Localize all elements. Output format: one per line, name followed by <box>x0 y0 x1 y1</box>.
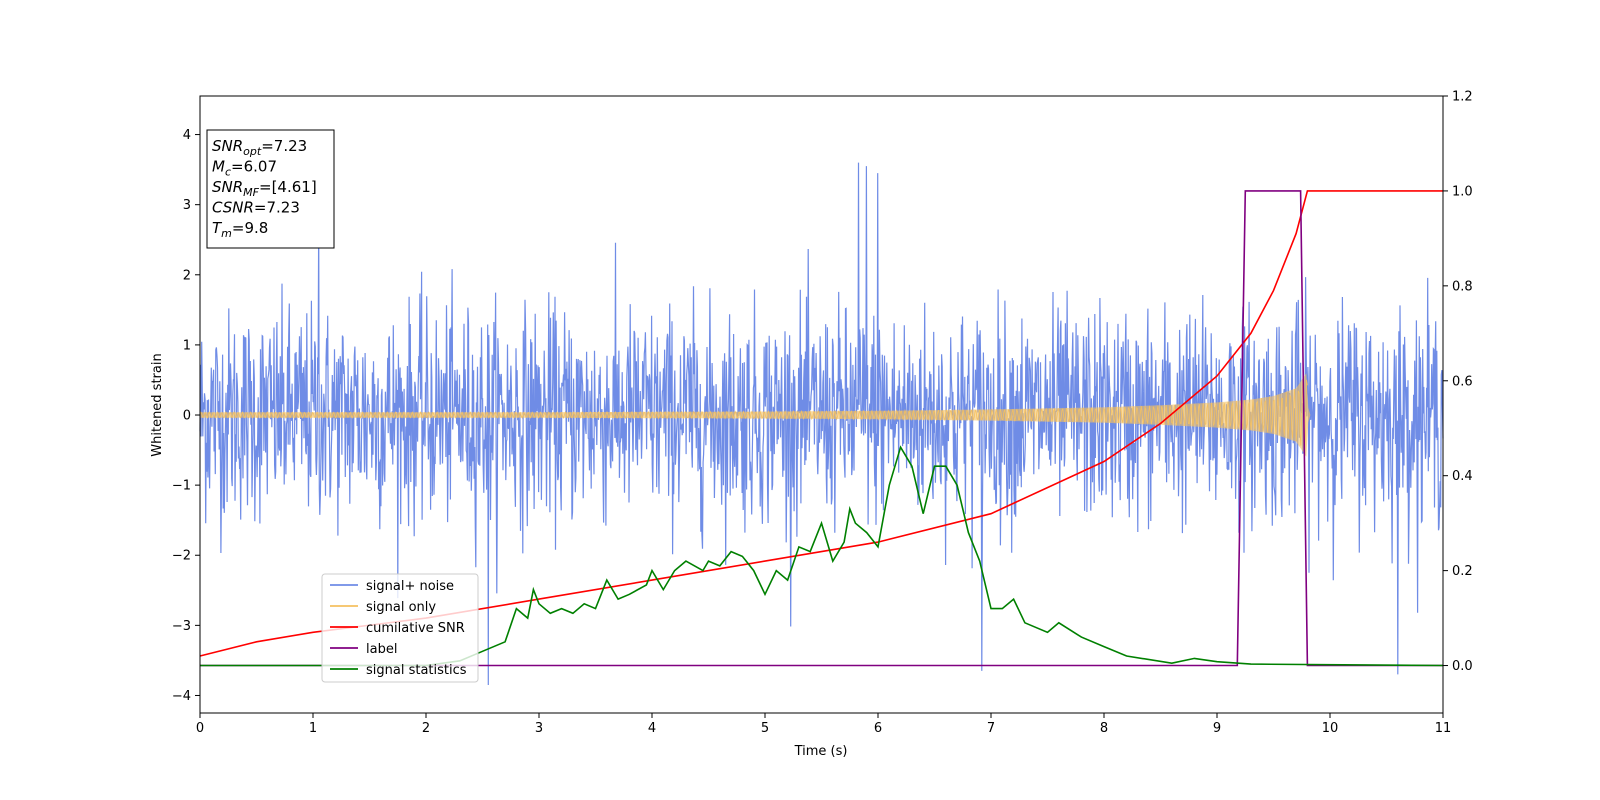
info-box-line: Mc=6.07 <box>212 158 277 179</box>
info-box-frame <box>206 129 335 249</box>
series-signal-statistics-line <box>200 445 1444 667</box>
series-signal-noise-line <box>199 162 1444 686</box>
legend-frame <box>321 573 479 683</box>
legend-label: signal+ noise <box>366 579 454 594</box>
axes-frame <box>199 95 1444 714</box>
y-right-tick-label: 0.0 <box>1452 659 1473 674</box>
info-box-line: SNRopt=7.23 <box>212 137 307 158</box>
y-left-tick-label: −3 <box>172 619 191 634</box>
x-tick-label: 6 <box>874 721 882 736</box>
legend-label: cumilative SNR <box>366 621 465 636</box>
y-right-tick-label: 0.4 <box>1452 469 1473 484</box>
y-left-tick-label: 4 <box>183 128 191 143</box>
y-right-tick-label: 0.6 <box>1452 374 1473 389</box>
y-left-tick-label: −2 <box>172 549 191 564</box>
y-right-tick-label: 1.2 <box>1452 90 1473 105</box>
info-box-line: SNRMF=[4.61] <box>212 178 317 199</box>
legend-label: label <box>366 642 397 657</box>
x-tick-label: 4 <box>648 721 656 736</box>
y-right-tick-label: 0.8 <box>1452 279 1473 294</box>
x-tick-label: 2 <box>422 721 430 736</box>
y-axis-left: −4 −3 −2 −1 0 1 2 3 4 <box>172 128 200 704</box>
legend-label: signal only <box>366 600 436 615</box>
y-right-tick-label: 0.2 <box>1452 564 1473 579</box>
info-box-line: CSNR=7.23 <box>212 199 300 217</box>
x-axis-label: Time (s) <box>794 744 848 759</box>
legend: signal+ noise signal only cumilative SNR la… <box>321 573 479 683</box>
x-tick-label: 7 <box>987 721 995 736</box>
y-left-tick-label: 1 <box>183 338 191 353</box>
x-tick-label: 10 <box>1322 721 1339 736</box>
x-tick-label: 5 <box>761 721 769 736</box>
x-tick-label: 8 <box>1100 721 1108 736</box>
y-axis-label: Whitened strain <box>150 353 165 456</box>
x-tick-label: 3 <box>535 721 543 736</box>
series-signal-only-line <box>199 378 1308 454</box>
y-left-tick-label: 2 <box>183 268 191 283</box>
legend-label: signal statistics <box>366 663 467 678</box>
x-tick-label: 1 <box>309 721 317 736</box>
y-axis-right: 0.0 0.2 0.4 0.6 0.8 1.0 1.2 <box>1443 90 1473 674</box>
series-label-line <box>200 190 1443 667</box>
x-tick-label: 0 <box>196 721 204 736</box>
y-left-tick-label: −4 <box>172 689 191 704</box>
y-left-tick-label: 0 <box>183 409 191 424</box>
x-tick-label: 9 <box>1213 721 1221 736</box>
y-left-tick-label: 3 <box>183 198 191 213</box>
y-right-tick-label: 1.0 <box>1452 184 1473 199</box>
y-left-tick-label: −1 <box>172 479 191 494</box>
info-box-line: Tm=9.8 <box>212 219 268 240</box>
x-axis: 0 1 2 3 4 5 6 7 8 9 10 11 <box>196 713 1451 736</box>
x-tick-label: 11 <box>1435 721 1452 736</box>
